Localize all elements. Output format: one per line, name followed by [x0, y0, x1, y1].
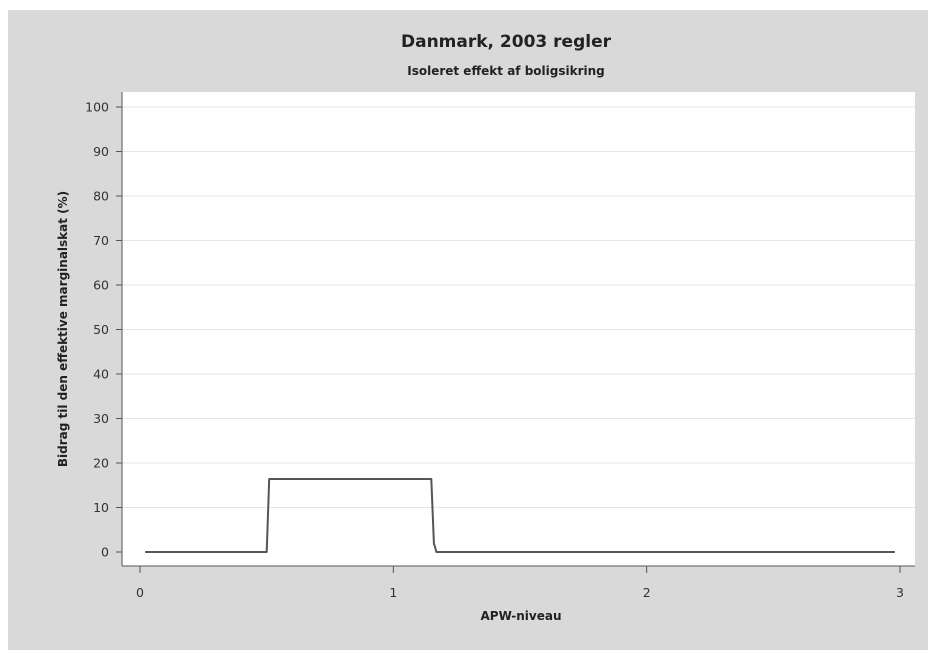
gridlines	[122, 106, 915, 508]
x-tick-label-2: 2	[643, 585, 651, 600]
y-tick-label-30: 30	[93, 411, 109, 426]
y-tick-label-90: 90	[93, 144, 109, 159]
y-tick-label-70: 70	[93, 233, 109, 248]
chart-subtitle: Isoleret effekt af boligsikring	[407, 64, 605, 78]
chart-title: Danmark, 2003 regler	[401, 32, 612, 52]
x-axis-label: APW-niveau	[480, 609, 561, 623]
y-axis-label: Bidrag til den effektive marginalskat (%…	[56, 191, 70, 467]
y-tick-label-80: 80	[93, 189, 109, 204]
y-tick-label-50: 50	[93, 322, 109, 337]
x-tick-label-1: 1	[389, 585, 397, 600]
series-line-0	[145, 478, 895, 553]
x-tick-label-0: 0	[136, 585, 144, 600]
y-tick-label-0: 0	[101, 545, 109, 560]
y-tick-label-10: 10	[93, 500, 109, 515]
y-tick-label-100: 100	[85, 100, 109, 115]
x-tick-label-3: 3	[896, 585, 904, 600]
y-tick-label-40: 40	[93, 367, 109, 382]
axes: 0 10 20 30 40 50 60 70 80 90 100 0 1 2 3	[85, 92, 915, 600]
series-layer	[145, 478, 895, 553]
y-tick-label-20: 20	[93, 456, 109, 471]
y-tick-label-60: 60	[93, 278, 109, 293]
